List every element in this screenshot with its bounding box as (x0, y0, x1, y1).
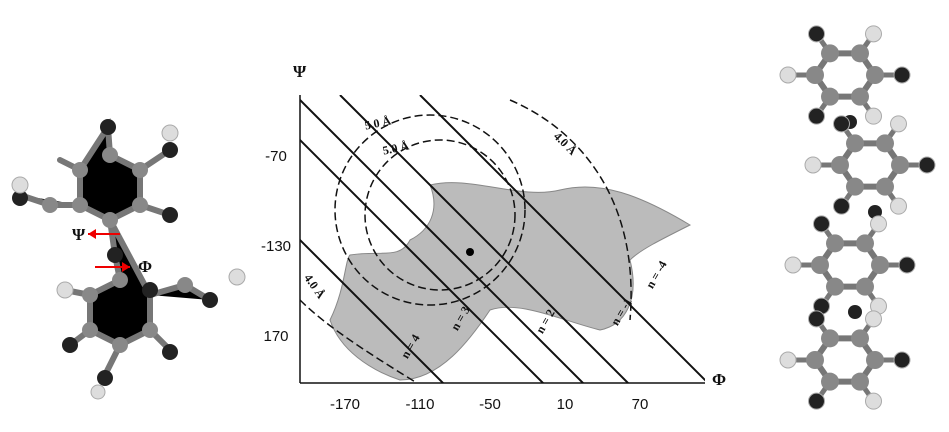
atom (866, 108, 882, 124)
atom (811, 256, 829, 274)
atom (814, 216, 830, 232)
annotation: 4.0 Å (301, 271, 328, 301)
point (466, 248, 474, 256)
atom (846, 178, 864, 196)
atom (809, 26, 825, 42)
atom (806, 351, 824, 369)
atom (856, 234, 874, 252)
atom (848, 305, 862, 319)
annotation: 5.0 Å (363, 113, 392, 132)
x-tick-label: 10 (557, 396, 574, 413)
atom (894, 352, 910, 368)
ramachandran-plot: Ψ Φ -70 -130 170 -170 -110 -50 10 70 5.0… (261, 62, 726, 413)
x-tick-label: -110 (406, 396, 435, 413)
atom (831, 156, 849, 174)
x-tick-label: 70 (632, 396, 649, 413)
atom (856, 278, 874, 296)
annotation: 4.0 Å (551, 129, 580, 158)
atom (834, 198, 850, 214)
atom (876, 178, 894, 196)
atom (866, 26, 882, 42)
atom (919, 157, 935, 173)
atom (821, 44, 839, 62)
atom (805, 157, 821, 173)
atom (866, 66, 884, 84)
atom (866, 311, 882, 327)
y-tick-label: -130 (261, 238, 291, 255)
atom (851, 88, 869, 106)
atom (834, 116, 850, 132)
psi-label: Ψ (72, 225, 86, 244)
atom (785, 257, 801, 273)
x-tick-label: -50 (479, 396, 501, 413)
atom (851, 373, 869, 391)
atom (891, 116, 907, 132)
x-tick-label: -170 (330, 396, 360, 413)
right-molecule (780, 26, 935, 409)
figure: Ψ Φ Ψ Φ -70 -130 170 -170 -110 -50 10 (0, 0, 949, 432)
phi-label: Φ (138, 257, 152, 276)
atom (821, 373, 839, 391)
atom (851, 44, 869, 62)
atom (780, 67, 796, 83)
y-tick-label: -70 (265, 148, 287, 165)
x-axis-label: Φ (712, 370, 726, 389)
atom (876, 134, 894, 152)
atom (894, 67, 910, 83)
y-axis-label: Ψ (293, 62, 307, 81)
atom (826, 278, 844, 296)
atom (826, 234, 844, 252)
atom (806, 66, 824, 84)
atom (809, 108, 825, 124)
atom (891, 198, 907, 214)
atom (866, 351, 884, 369)
atom (866, 393, 882, 409)
y-tick-label: 170 (263, 328, 288, 345)
atom (809, 393, 825, 409)
atom (809, 311, 825, 327)
line-label: n = -4 (643, 258, 670, 291)
atom (851, 329, 869, 347)
atom (821, 88, 839, 106)
atom (899, 257, 915, 273)
atom (871, 256, 889, 274)
atom (846, 134, 864, 152)
left-molecule: Ψ Φ (12, 119, 245, 399)
atom (871, 216, 887, 232)
atom (780, 352, 796, 368)
atom (821, 329, 839, 347)
atom (891, 156, 909, 174)
